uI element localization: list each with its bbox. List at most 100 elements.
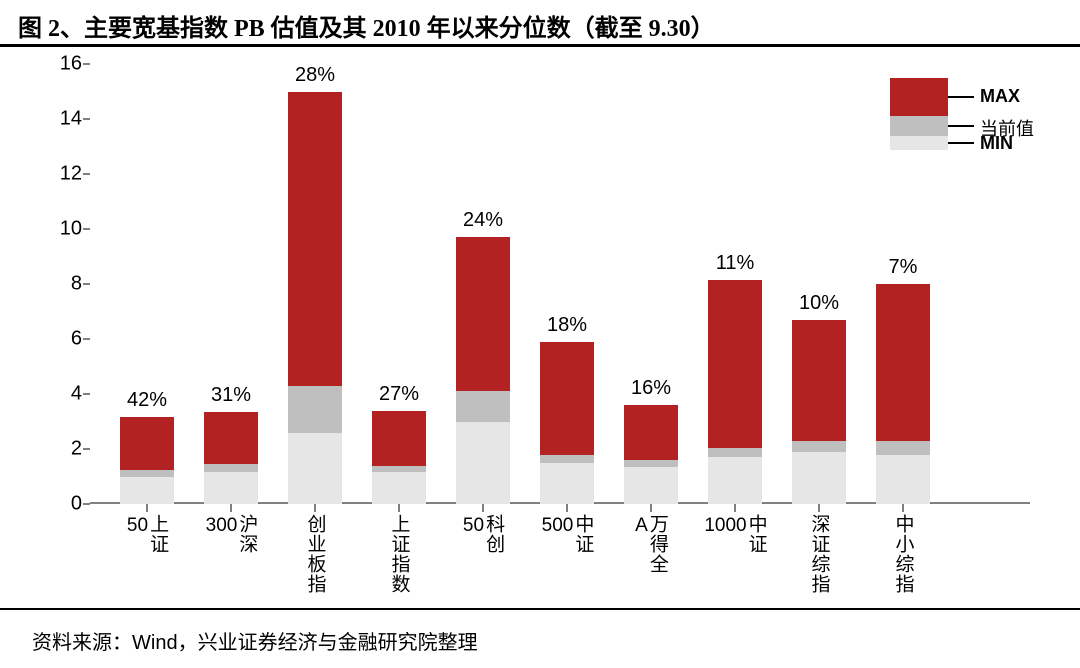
y-tick-label: 12 <box>12 163 82 186</box>
bar-seg-min <box>876 455 930 505</box>
x-tick-mark <box>398 504 400 512</box>
y-tick-mark <box>83 503 90 505</box>
legend-label-max: MAX <box>980 86 1020 107</box>
legend-leader-current <box>948 125 974 127</box>
y-tick-label: 6 <box>12 328 82 351</box>
bar-pct-label: 10% <box>799 292 839 315</box>
x-tick-mark <box>650 504 652 512</box>
y-tick-label: 10 <box>12 218 82 241</box>
bar-seg-max <box>204 412 258 464</box>
bar: 31% <box>204 64 258 504</box>
bar-seg-min <box>120 477 174 505</box>
y-tick-label: 14 <box>12 108 82 131</box>
bar-pct-label: 31% <box>211 384 251 407</box>
bar-seg-min <box>708 457 762 504</box>
x-tick-label: 中证500 <box>542 514 593 554</box>
bar-seg-min <box>372 472 426 504</box>
bar: 16% <box>624 64 678 504</box>
bar: 11% <box>708 64 762 504</box>
x-tick-label: 万得全A <box>635 514 667 574</box>
legend-color-max <box>890 78 948 116</box>
x-tick-mark <box>146 504 148 512</box>
bar-pct-label: 11% <box>716 252 755 275</box>
legend-leader-max <box>948 96 974 98</box>
figure: 图 2、主要宽基指数 PB 估值及其 2010 年以来分位数（截至 9.30） … <box>0 0 1080 668</box>
x-tick-label: 深证综指 <box>810 514 829 594</box>
bar: 28% <box>288 64 342 504</box>
bar-seg-current <box>876 441 930 455</box>
legend-leader-min <box>948 142 974 144</box>
bar-seg-current <box>456 391 510 421</box>
bar-seg-min <box>624 467 678 504</box>
x-tick-label: 上证指数 <box>390 514 409 594</box>
x-tick-mark <box>734 504 736 512</box>
y-tick-mark <box>83 228 90 230</box>
bar-seg-current <box>204 464 258 472</box>
bar-seg-min <box>288 433 342 505</box>
bar-seg-max <box>792 320 846 441</box>
bar-pct-label: 16% <box>631 377 671 400</box>
y-tick-mark <box>83 63 90 65</box>
x-tick-label: 中证1000 <box>704 514 765 554</box>
chart-title: 图 2、主要宽基指数 PB 估值及其 2010 年以来分位数（截至 9.30） <box>18 8 715 43</box>
y-tick-mark <box>83 393 90 395</box>
x-tick-mark <box>902 504 904 512</box>
bar: 24% <box>456 64 510 504</box>
bar-seg-max <box>708 280 762 448</box>
source-prefix: 资料来源： <box>32 632 132 654</box>
bar-seg-min <box>204 472 258 504</box>
y-tick-mark <box>83 283 90 285</box>
plot-area: 024681012141642%31%28%27%24%18%16%11%10%… <box>90 64 1030 504</box>
x-tick-label: 创业板指 <box>306 514 325 594</box>
legend-color-min <box>890 136 948 150</box>
bar: 42% <box>120 64 174 504</box>
y-tick-label: 2 <box>12 438 82 461</box>
bar-seg-current <box>792 441 846 452</box>
y-tick-mark <box>83 448 90 450</box>
x-tick-label: 中小综指 <box>894 514 913 594</box>
source-text: 资料来源：Wind，兴业证券经济与金融研究院整理 <box>32 626 478 655</box>
y-tick-label: 8 <box>12 273 82 296</box>
bar-pct-label: 7% <box>889 256 918 279</box>
x-tick-mark <box>566 504 568 512</box>
x-tick-mark <box>230 504 232 512</box>
x-tick-mark <box>818 504 820 512</box>
y-tick-mark <box>83 118 90 120</box>
bar-seg-max <box>624 405 678 460</box>
legend-label-min: MIN <box>980 133 1013 154</box>
y-tick-mark <box>83 173 90 175</box>
bar: 18% <box>540 64 594 504</box>
y-tick-label: 4 <box>12 383 82 406</box>
bar-seg-max <box>372 411 426 466</box>
rule-bottom <box>0 608 1080 610</box>
legend-color-current <box>890 116 948 136</box>
bar-seg-min <box>540 463 594 504</box>
bar-seg-current <box>120 470 174 477</box>
bar: 27% <box>372 64 426 504</box>
y-tick-label: 0 <box>12 493 82 516</box>
x-tick-mark <box>482 504 484 512</box>
bar-seg-max <box>288 92 342 386</box>
source-suffix: ，兴业证券经济与金融研究院整理 <box>178 632 478 654</box>
rule-top <box>0 44 1080 47</box>
bar-seg-current <box>372 466 426 473</box>
bar-seg-max <box>540 342 594 455</box>
bar-pct-label: 27% <box>379 383 419 406</box>
bar-seg-max <box>120 417 174 469</box>
bar-seg-current <box>540 455 594 463</box>
bar-seg-max <box>876 284 930 441</box>
bar-seg-current <box>708 448 762 458</box>
y-tick-label: 16 <box>12 53 82 76</box>
x-tick-label: 沪深300 <box>206 514 257 554</box>
bar-pct-label: 28% <box>295 64 335 87</box>
source-wind: Wind <box>132 632 178 654</box>
bar-seg-current <box>288 386 342 433</box>
bar-seg-current <box>624 460 678 467</box>
y-tick-mark <box>83 338 90 340</box>
x-tick-mark <box>314 504 316 512</box>
bar: 10% <box>792 64 846 504</box>
bar-seg-max <box>456 237 510 391</box>
bar-seg-min <box>456 422 510 505</box>
bar-seg-min <box>792 452 846 504</box>
x-tick-label: 科创50 <box>463 514 503 554</box>
